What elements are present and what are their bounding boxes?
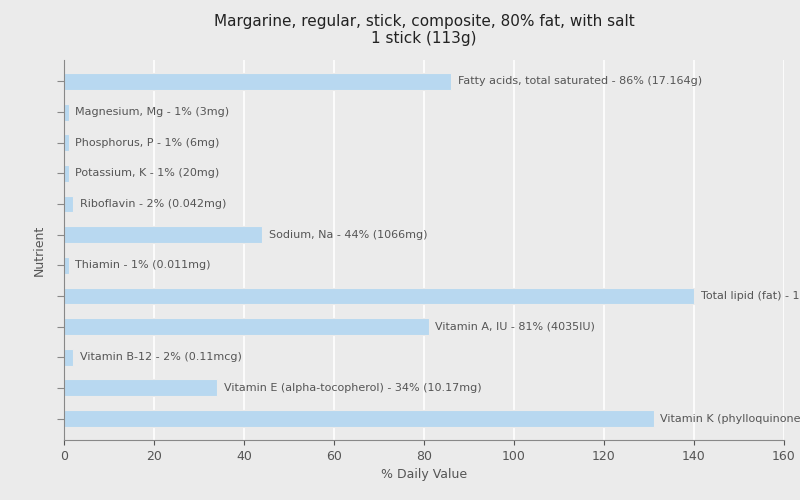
Text: Potassium, K - 1% (20mg): Potassium, K - 1% (20mg): [75, 168, 219, 178]
Text: Vitamin K (phylloquinone) - 131% (105.1mcg): Vitamin K (phylloquinone) - 131% (105.1m…: [660, 414, 800, 424]
Text: Vitamin B-12 - 2% (0.11mcg): Vitamin B-12 - 2% (0.11mcg): [80, 352, 242, 362]
Text: Total lipid (fat) - 140% (91.20g): Total lipid (fat) - 140% (91.20g): [701, 291, 800, 301]
X-axis label: % Daily Value: % Daily Value: [381, 468, 467, 481]
Bar: [64, 288, 694, 304]
Title: Margarine, regular, stick, composite, 80% fat, with salt
1 stick (113g): Margarine, regular, stick, composite, 80…: [214, 14, 634, 46]
Bar: [64, 380, 217, 396]
Bar: [64, 73, 451, 90]
Bar: [64, 196, 73, 212]
Bar: [64, 165, 69, 182]
Bar: [64, 349, 73, 366]
Text: Vitamin E (alpha-tocopherol) - 34% (10.17mg): Vitamin E (alpha-tocopherol) - 34% (10.1…: [224, 383, 482, 393]
Text: Phosphorus, P - 1% (6mg): Phosphorus, P - 1% (6mg): [75, 138, 220, 147]
Bar: [64, 318, 429, 335]
Y-axis label: Nutrient: Nutrient: [32, 224, 46, 276]
Bar: [64, 134, 69, 151]
Text: Thiamin - 1% (0.011mg): Thiamin - 1% (0.011mg): [75, 260, 210, 270]
Bar: [64, 257, 69, 274]
Text: Riboflavin - 2% (0.042mg): Riboflavin - 2% (0.042mg): [80, 199, 226, 209]
Bar: [64, 104, 69, 120]
Bar: [64, 410, 654, 427]
Bar: [64, 226, 262, 243]
Text: Sodium, Na - 44% (1066mg): Sodium, Na - 44% (1066mg): [269, 230, 427, 239]
Text: Vitamin A, IU - 81% (4035IU): Vitamin A, IU - 81% (4035IU): [435, 322, 595, 332]
Text: Fatty acids, total saturated - 86% (17.164g): Fatty acids, total saturated - 86% (17.1…: [458, 76, 702, 86]
Text: Magnesium, Mg - 1% (3mg): Magnesium, Mg - 1% (3mg): [75, 107, 230, 117]
